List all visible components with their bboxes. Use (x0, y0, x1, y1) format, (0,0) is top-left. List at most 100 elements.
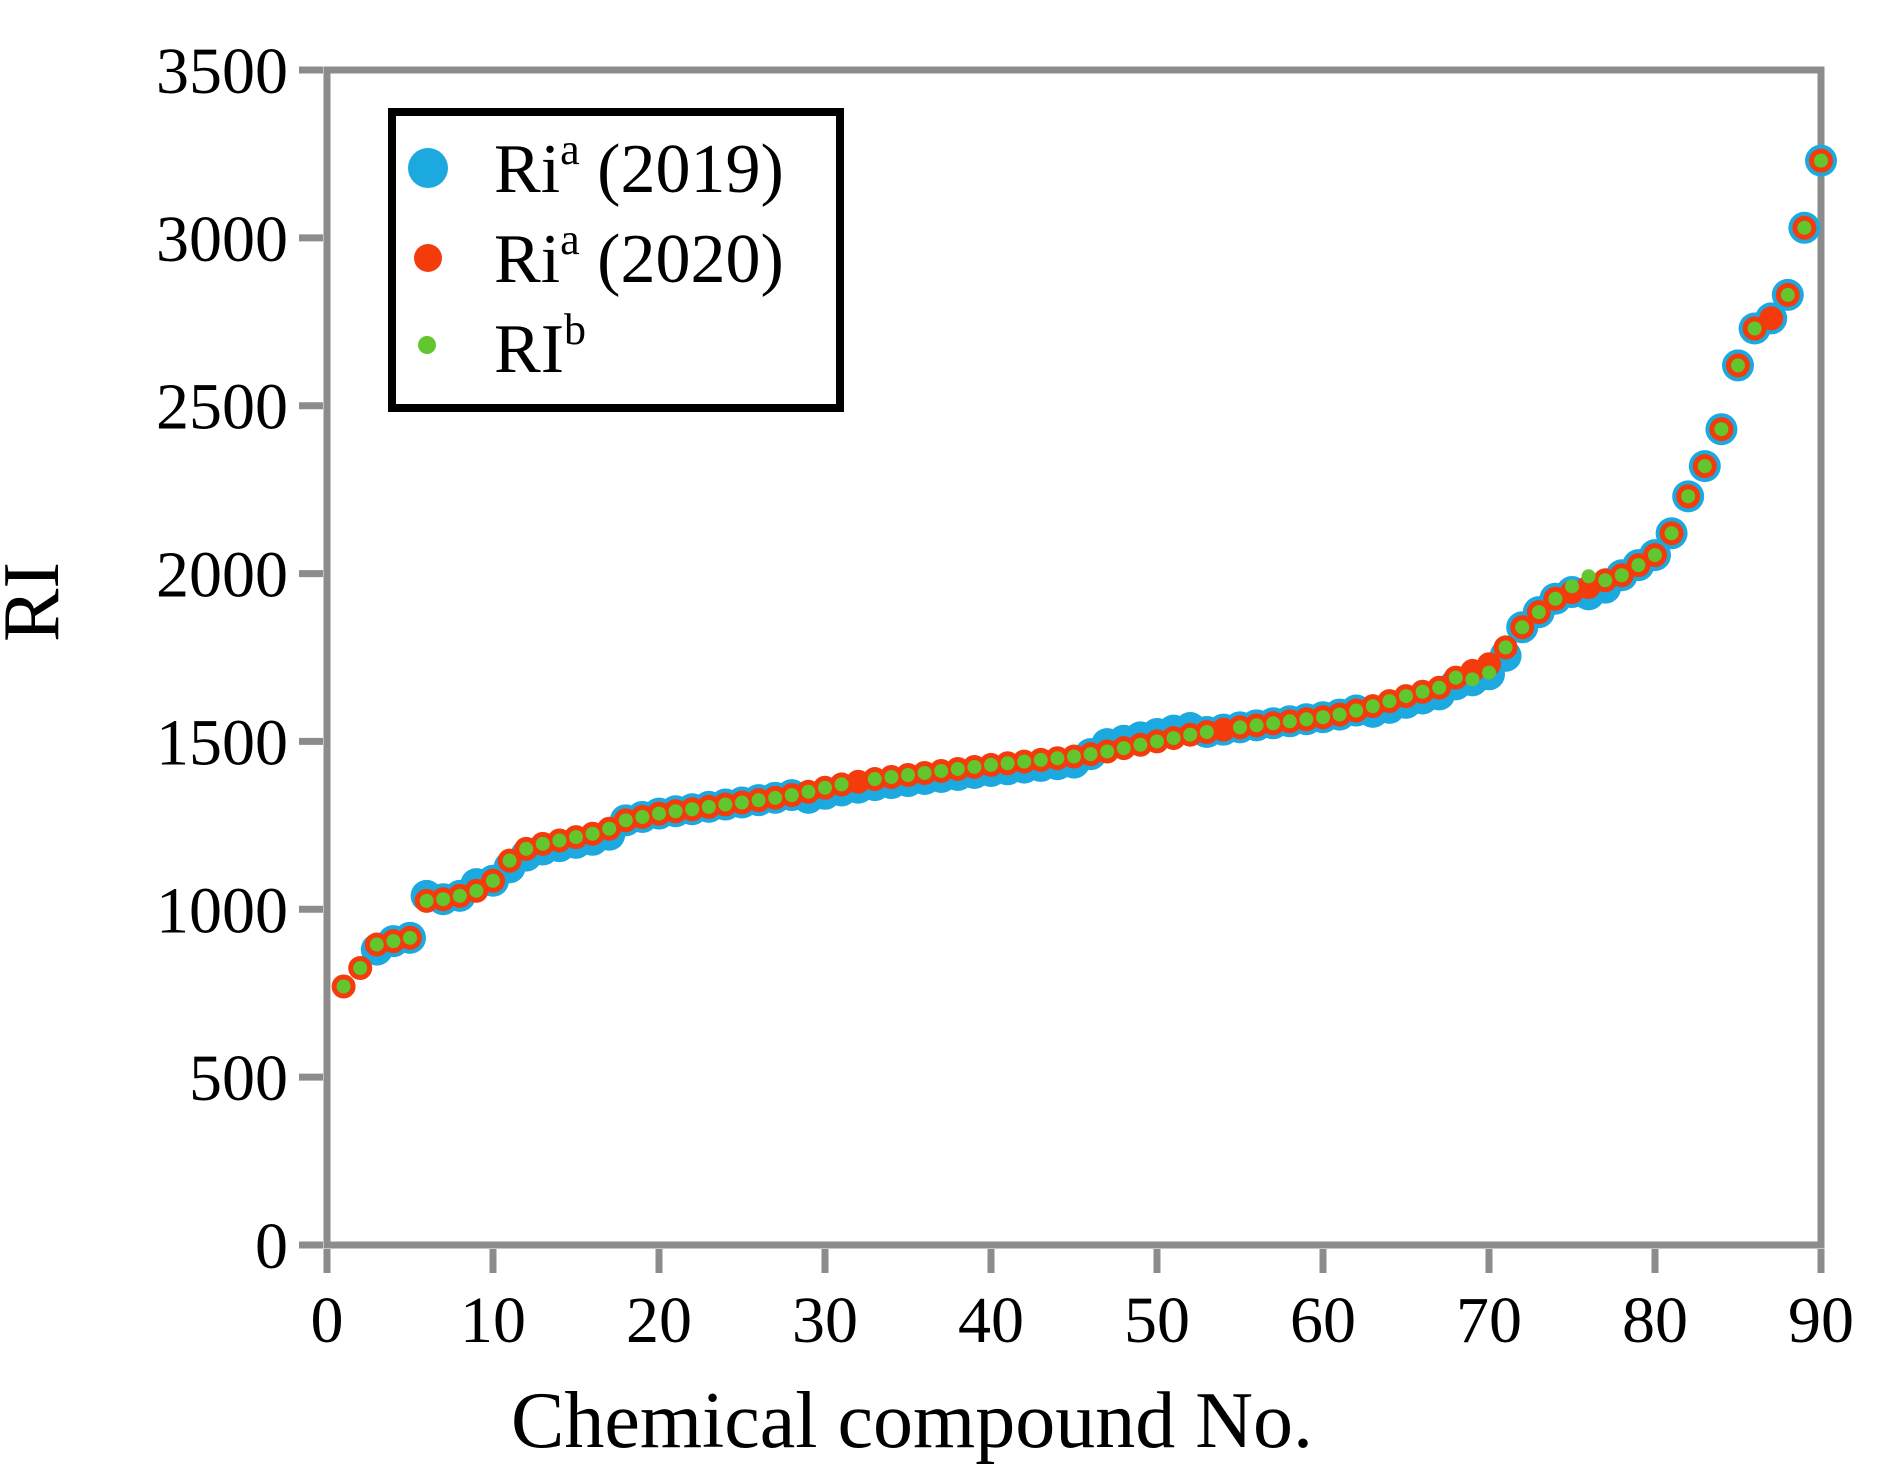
data-point (685, 802, 700, 817)
data-point (1100, 744, 1115, 759)
data-point (1316, 710, 1330, 725)
y-axis-ticks (299, 66, 323, 1249)
data-point (834, 777, 849, 792)
data-point (718, 797, 733, 812)
data-point (585, 826, 600, 841)
y-tick-label: 0 (255, 1210, 288, 1283)
data-point (1382, 694, 1397, 709)
data-point (950, 761, 965, 776)
x-tick-label: 50 (1124, 1284, 1190, 1357)
data-point (1780, 287, 1795, 302)
data-point (336, 979, 351, 994)
data-point (917, 765, 932, 780)
x-tick-label: 90 (1788, 1284, 1854, 1357)
data-point (436, 892, 451, 907)
data-point (1631, 558, 1646, 573)
data-point (1183, 727, 1198, 742)
x-axis-tick-labels: 0 10 20 30 40 50 60 70 80 90 (311, 1284, 1855, 1357)
data-point (469, 883, 484, 898)
data-point (884, 770, 899, 785)
data-point (934, 763, 949, 778)
data-point (701, 799, 716, 814)
data-point (519, 841, 534, 856)
data-point (353, 961, 368, 976)
data-point (1282, 714, 1297, 729)
data-point (1116, 741, 1131, 756)
data-point (784, 788, 799, 803)
data-point (1017, 754, 1032, 769)
data-point (486, 873, 500, 888)
legend: Ria (2019) Ria (2020) RIb (388, 108, 844, 412)
data-point (1349, 703, 1364, 718)
data-point (1614, 568, 1629, 583)
x-tick-label: 0 (311, 1284, 344, 1357)
legend-marker-ri-b (418, 336, 436, 354)
data-point (1465, 672, 1480, 687)
data-point (1448, 670, 1463, 685)
data-point (1598, 573, 1613, 588)
legend-marker-ri-2019 (408, 148, 448, 188)
y-tick-label: 1500 (156, 706, 288, 779)
legend-text-base: Ri (494, 221, 560, 298)
plot-frame (323, 66, 1825, 1249)
data-point (535, 836, 550, 851)
y-tick-label: 3000 (156, 203, 288, 276)
legend-text-sup: b (564, 305, 586, 354)
y-tick-label: 500 (189, 1042, 288, 1115)
y-axis-tick-labels: 0 500 1000 1500 2000 2500 3000 3500 (156, 35, 288, 1283)
data-point (1648, 548, 1662, 563)
data-point (635, 809, 650, 824)
data-point (1797, 220, 1812, 235)
y-axis-title: RI (0, 562, 76, 642)
data-point (801, 784, 816, 799)
data-point (1731, 358, 1745, 373)
data-point (1249, 718, 1264, 733)
data-point (1531, 605, 1546, 620)
data-points (331, 144, 1837, 999)
data-point (1432, 680, 1447, 695)
data-point (1266, 716, 1281, 731)
data-point (768, 790, 783, 805)
legend-label-ri-2019: Ria (2019) (494, 125, 784, 208)
y-tick-label: 2500 (156, 371, 288, 444)
data-point (1681, 489, 1696, 504)
x-axis-ticks (323, 1249, 1825, 1273)
data-point (452, 888, 467, 903)
data-point (867, 772, 882, 787)
data-point (1199, 725, 1214, 740)
x-tick-label: 40 (958, 1284, 1024, 1357)
legend-label-ri-2020: Ria (2020) (494, 215, 784, 298)
x-axis-title: Chemical compound No. (511, 1377, 1313, 1465)
data-point (502, 853, 517, 868)
y-tick-label: 2000 (156, 539, 288, 612)
legend-text-base: Ri (494, 131, 560, 208)
data-point (369, 937, 384, 952)
data-point (967, 759, 982, 774)
data-point (1759, 306, 1784, 331)
x-tick-label: 80 (1622, 1284, 1688, 1357)
data-point (1166, 731, 1181, 746)
data-point (1332, 707, 1347, 722)
y-tick-label: 1000 (156, 874, 288, 947)
data-point (403, 930, 417, 945)
data-point (1498, 640, 1513, 655)
data-point (1299, 712, 1314, 727)
data-point (1548, 591, 1563, 606)
data-point (652, 806, 666, 821)
x-tick-label: 30 (792, 1284, 858, 1357)
data-point (1050, 751, 1065, 766)
data-point (1150, 734, 1164, 749)
data-point (1415, 684, 1430, 699)
legend-label-ri-b: RIb (494, 305, 586, 388)
x-tick-label: 70 (1456, 1284, 1522, 1357)
data-point (1747, 321, 1762, 336)
data-point (1233, 720, 1247, 735)
y-tick-label: 3500 (156, 35, 288, 108)
x-tick-label: 60 (1290, 1284, 1356, 1357)
data-point (668, 804, 683, 819)
x-tick-label: 10 (460, 1284, 526, 1357)
data-point (901, 768, 915, 782)
data-point (751, 793, 766, 808)
